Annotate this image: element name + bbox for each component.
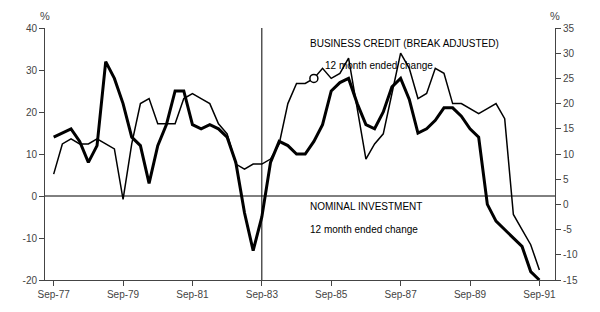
svg-text:NOMINAL INVESTMENT: NOMINAL INVESTMENT (310, 201, 422, 212)
svg-text:BUSINESS CREDIT (BREAK ADJUSTE: BUSINESS CREDIT (BREAK ADJUSTED) (310, 38, 499, 49)
svg-text:Sep-79: Sep-79 (107, 289, 140, 300)
svg-text:Sep-81: Sep-81 (176, 289, 209, 300)
svg-text:%: % (550, 10, 560, 22)
svg-text:Sep-77: Sep-77 (38, 289, 71, 300)
svg-text:15: 15 (563, 123, 575, 134)
svg-text:%: % (40, 10, 50, 22)
svg-text:Sep-85: Sep-85 (315, 289, 348, 300)
svg-text:0: 0 (563, 199, 569, 210)
svg-text:10: 10 (26, 149, 38, 160)
svg-text:Sep-83: Sep-83 (246, 289, 279, 300)
svg-text:10: 10 (563, 149, 575, 160)
svg-text:Sep-91: Sep-91 (523, 289, 556, 300)
svg-text:40: 40 (26, 23, 38, 34)
svg-text:-5: -5 (563, 224, 572, 235)
svg-text:12 month ended change: 12 month ended change (310, 224, 418, 235)
svg-text:-15: -15 (563, 275, 578, 286)
svg-text:25: 25 (563, 73, 575, 84)
svg-text:Sep-87: Sep-87 (384, 289, 417, 300)
svg-text:35: 35 (563, 23, 575, 34)
svg-text:-10: -10 (23, 233, 38, 244)
svg-text:30: 30 (563, 48, 575, 59)
svg-text:20: 20 (26, 107, 38, 118)
svg-text:0: 0 (31, 191, 37, 202)
svg-text:Sep-89: Sep-89 (454, 289, 487, 300)
svg-text:-20: -20 (23, 275, 38, 286)
svg-text:12 month ended change: 12 month ended change (325, 60, 433, 71)
svg-text:-10: -10 (563, 249, 578, 260)
svg-text:20: 20 (563, 98, 575, 109)
svg-text:5: 5 (563, 174, 569, 185)
svg-text:30: 30 (26, 65, 38, 76)
